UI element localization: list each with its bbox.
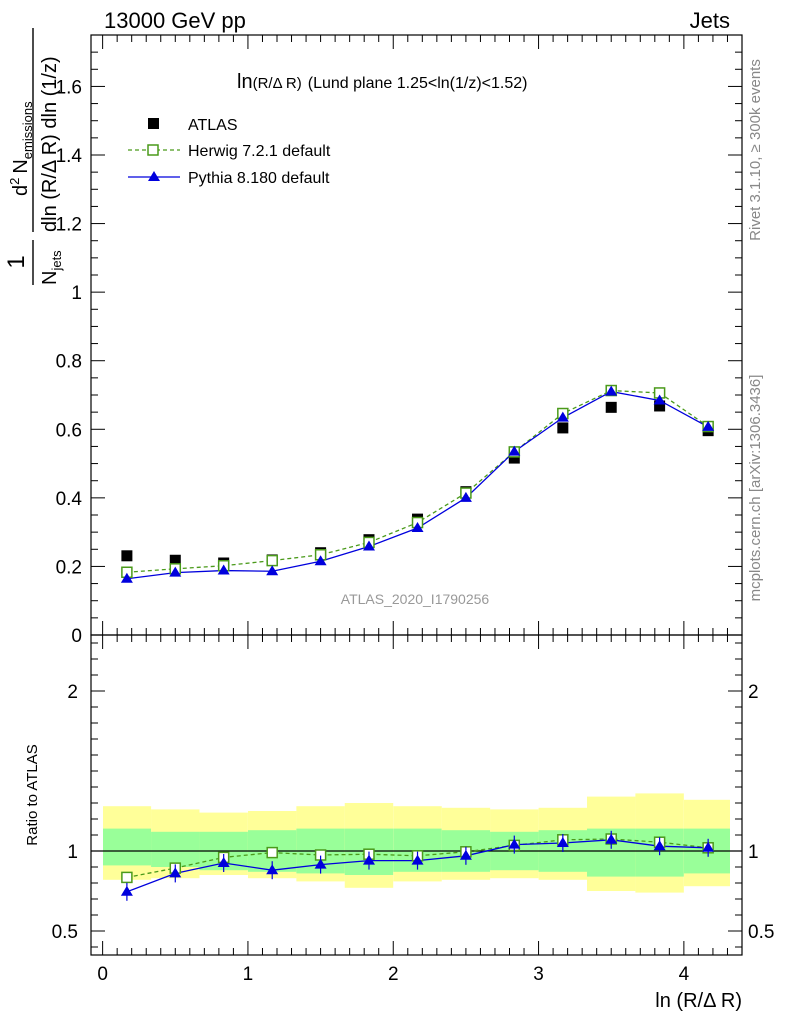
y-tick-label: 0.8 <box>56 352 82 373</box>
legend-atlas-label: ATLAS <box>188 117 238 134</box>
pythia-line <box>126 390 709 580</box>
x-tick-label: 1 <box>243 964 254 985</box>
ratio-tick-label-right: 0.5 <box>748 922 774 943</box>
y-tick-label: 0 <box>71 626 82 647</box>
y-tick-label: 0.2 <box>56 557 82 578</box>
pythia-point <box>120 572 133 583</box>
y-label-d2-num: d2 Nemissions <box>7 101 35 196</box>
pythia-point <box>169 566 182 577</box>
main-panel: 0 0.2 0.4 0.6 0.8 1 1.2 1.4 1.6 <box>56 34 743 647</box>
pythia-point <box>362 540 375 551</box>
pythia-point <box>314 555 327 566</box>
ratio-pythia-point <box>653 840 666 851</box>
pythia-point <box>217 564 230 575</box>
atlas-point <box>508 452 520 464</box>
ratio-pythia-point <box>362 854 375 865</box>
atlas-point <box>654 400 666 412</box>
y-axis-label: 1 Njets d2 Nemissions dln (R/Δ R) dln (1/… <box>3 28 64 285</box>
atlas-point <box>605 401 617 413</box>
pythia-point <box>459 491 472 502</box>
ratio-pythia-point <box>314 858 327 869</box>
ratio-pythia-point <box>411 854 424 865</box>
y-label-frac-num: 1 <box>3 255 30 268</box>
legend: ATLAS Herwig 7.2.1 default Pythia 8.180 … <box>128 117 331 187</box>
ratio-herwig-point <box>266 846 278 859</box>
ratio-tick-label-left: 0.5 <box>52 922 78 943</box>
ratio-pythia-point <box>217 857 230 867</box>
mcplots-text: mcplots.cern.ch [arXiv:1306.3436] <box>747 375 764 602</box>
y-label-d2-var: N <box>10 159 32 173</box>
atlas-point <box>121 550 133 562</box>
ratio-tick-label-right: 1 <box>748 842 759 863</box>
ratio-tick-label-left: 1 <box>67 842 78 863</box>
plot-title-prefix: ln <box>237 71 253 93</box>
legend-herwig-marker <box>147 144 159 156</box>
pythia-point <box>702 420 715 431</box>
plot-title-small: (R/Δ R) <box>253 75 302 92</box>
ratio-herwig-point <box>121 871 133 884</box>
legend-pythia-label: Pythia 8.180 default <box>188 170 330 187</box>
atlas-point <box>169 554 181 566</box>
header-right: Jets <box>690 8 730 33</box>
plot-title-rest: (Lund plane 1.25<ln(1/z)<1.52) <box>308 75 528 92</box>
ratio-pythia-point <box>266 864 279 875</box>
ratio-pythia-point <box>459 849 472 860</box>
ratio-frame <box>90 634 743 956</box>
ratio-pythia-point <box>508 838 521 849</box>
y-label-frac-den-sub: jets <box>49 250 64 272</box>
x-tick-label: 4 <box>679 964 690 985</box>
legend-pythia-marker <box>148 171 160 181</box>
pythia-point <box>508 445 521 456</box>
ratio-y-label: Ratio to ATLAS <box>24 744 41 845</box>
y-label-d2-sup: 2 <box>7 178 22 185</box>
y-label-d2-main: d <box>10 185 32 196</box>
y-label-frac-den-main: N <box>39 271 61 285</box>
y-tick-label: 0.4 <box>56 489 83 510</box>
ratio-pythia-point <box>605 833 618 844</box>
analysis-watermark: ATLAS_2020_I1790256 <box>341 591 490 607</box>
pythia-point <box>266 565 279 576</box>
ratio-pythia-point <box>556 837 569 847</box>
header-left: 13000 GeV pp <box>104 8 246 33</box>
atlas-point <box>557 422 569 434</box>
ratio-band-inner <box>151 831 200 867</box>
x-tick-label: 3 <box>533 964 544 985</box>
ratio-tick-label-left: 2 <box>67 682 78 703</box>
y-label-frac-den: Njets <box>39 250 64 285</box>
legend-atlas-marker <box>148 118 159 129</box>
ratio-pythia-point <box>120 885 133 896</box>
ratio-band-inner <box>103 828 152 866</box>
herwig-line <box>126 389 709 573</box>
x-axis-label: ln (R/Δ R) <box>655 990 742 1012</box>
y-tick-label: 0.6 <box>56 420 82 441</box>
ratio-panel: 0 1 2 3 4 0.5 0.5 1 1 2 2 <box>52 634 774 985</box>
y-label-d2-sub: emissions <box>20 101 35 159</box>
y-tick-label: 1 <box>71 283 82 304</box>
pythia-point <box>411 522 424 533</box>
pythia-point <box>653 394 666 405</box>
y-tick-label: 1.2 <box>56 215 82 236</box>
herwig-point <box>266 554 278 567</box>
ratio-pythia-point <box>702 841 715 852</box>
x-tick-label: 2 <box>388 964 399 985</box>
pythia-point <box>605 385 618 396</box>
ratio-tick-label-right: 2 <box>748 682 759 703</box>
pythia-point <box>556 411 569 422</box>
legend-herwig-label: Herwig 7.2.1 default <box>188 143 331 160</box>
rivet-version-text: Rivet 3.1.10, ≥ 300k events <box>747 59 764 241</box>
x-tick-label: 0 <box>97 964 108 985</box>
y-tick-label: 1.6 <box>56 77 82 98</box>
plot-title: ln(R/Δ R) (Lund plane 1.25<ln(1/z)<1.52) <box>237 71 527 93</box>
ratio-pythia-point <box>169 867 182 878</box>
y-label-d2-den: dln (R/Δ R) dln (1/z) <box>39 56 61 232</box>
y-tick-label: 1.4 <box>56 146 83 167</box>
